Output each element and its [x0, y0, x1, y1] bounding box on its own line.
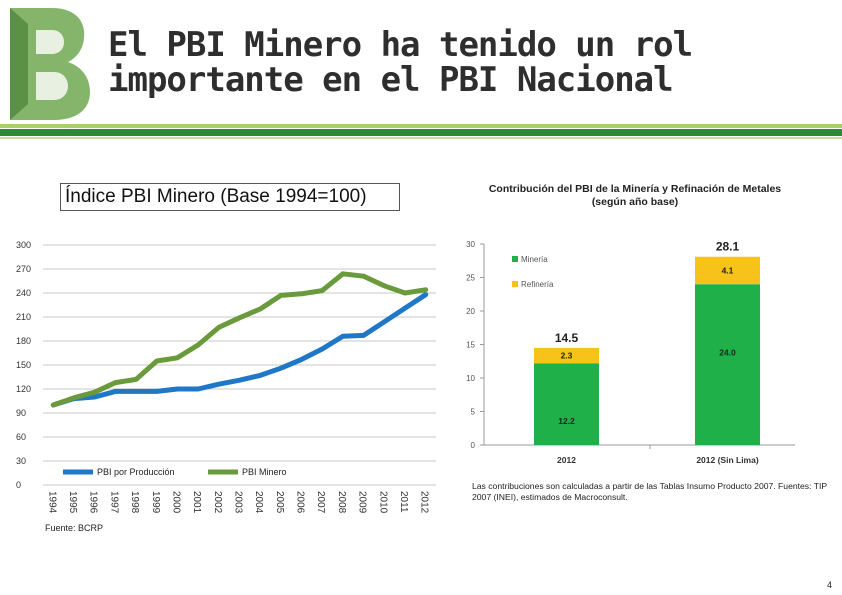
y-tick-label: 30	[16, 456, 26, 466]
x-category-label: 2012 (Sin Lima)	[696, 455, 759, 465]
bar-total-label: 14.5	[555, 331, 579, 345]
page-number: 4	[827, 580, 833, 590]
y-tick-label: 300	[16, 240, 31, 250]
legend-label: Minería	[521, 255, 548, 264]
y-tick-label: 60	[16, 432, 26, 442]
y-tick-label: 20	[466, 307, 475, 316]
y-tick-label: 10	[466, 374, 475, 383]
x-tick-label: 2002	[212, 491, 223, 514]
page-title-line-2: importante en el PBI Nacional	[108, 60, 674, 100]
x-category-label: 2012	[557, 455, 576, 465]
y-tick-label: 25	[466, 274, 475, 283]
logo	[10, 8, 90, 120]
line-chart-title: Índice PBI Minero (Base 1994=100)	[60, 183, 400, 211]
bar-total-label: 28.1	[716, 240, 740, 254]
x-tick-label: 2006	[295, 491, 306, 514]
x-tick-label: 2012	[419, 491, 430, 514]
legend-label: PBI Minero	[242, 467, 287, 477]
bar-value-label: 12.2	[558, 416, 575, 426]
x-tick-label: 2007	[315, 491, 326, 514]
page-title-line-1: El PBI Minero ha tenido un rol	[108, 25, 693, 65]
series-line-produccion	[50, 292, 429, 408]
x-tick-label: 1998	[129, 491, 140, 514]
bar-segment-mineria	[695, 284, 760, 445]
y-tick-label: 150	[16, 360, 31, 370]
bar-chart: 0 5 10 15 20 25 30 12.2 2.3 14.5 2012 24.0 4.1 28.1 20…	[466, 240, 795, 465]
page-title: El PBI Minero ha tenido un rol important…	[108, 28, 728, 98]
legend-label: Refinería	[521, 280, 554, 289]
y-tick-label: 5	[471, 408, 476, 417]
source-note: Fuente: BCRP	[45, 523, 104, 533]
x-tick-label: 1996	[88, 491, 99, 514]
bar-value-label: 24.0	[719, 348, 736, 358]
legend-swatch	[512, 256, 518, 262]
y-tick-label: 270	[16, 264, 31, 274]
y-tick-label: 30	[466, 240, 475, 249]
x-tick-label: 2005	[274, 491, 285, 514]
x-tick-label: 1997	[108, 491, 119, 514]
x-tick-label: 2003	[233, 491, 244, 514]
x-tick-label: 2009	[357, 491, 368, 514]
bar-segment-mineria	[534, 363, 599, 445]
y-tick-label: 240	[16, 288, 31, 298]
y-tick-label: 90	[16, 408, 26, 418]
header-divider-dark	[0, 129, 842, 136]
x-tick-label: 2011	[398, 491, 409, 513]
bar-segment-refineria	[534, 347, 599, 364]
bar-segment-refineria	[695, 256, 760, 285]
y-tick-label: 15	[466, 341, 475, 350]
contribution-note: Las contribuciones son calculadas a part…	[472, 481, 827, 502]
header-divider-light	[0, 124, 842, 128]
bar-value-label: 2.3	[561, 351, 573, 361]
x-tick-label: 2004	[253, 491, 264, 514]
y-tick-label: 0	[471, 441, 476, 450]
y-tick-label: 210	[16, 312, 31, 322]
x-tick-label: 2010	[377, 491, 388, 514]
x-tick-label: 1994	[46, 491, 57, 514]
bar-chart-title: Contribución del PBI de la Minería y Ref…	[470, 183, 800, 209]
x-tick-label: 2001	[191, 491, 202, 514]
series-line-minero	[50, 271, 429, 408]
y-tick-label: 0	[16, 480, 21, 490]
header-divider-thin	[0, 137, 842, 139]
bar-chart-title-line-1: Contribución del PBI de la Minería y Ref…	[488, 183, 782, 195]
y-tick-label: 120	[16, 384, 31, 394]
x-tick-label: 2000	[170, 491, 181, 514]
x-tick-label: 1999	[150, 491, 161, 514]
bar-chart-title-line-2: (según año base)	[591, 196, 679, 208]
y-tick-label: 180	[16, 336, 31, 346]
x-tick-label: 1995	[67, 491, 78, 514]
bar-value-label: 4.1	[722, 265, 734, 275]
legend-label: PBI por Producción	[97, 467, 175, 477]
line-chart: 0 30 60 90 120 150 180 210 240 270 300 1994 1995 1996…	[16, 240, 436, 514]
legend-swatch	[512, 281, 518, 287]
x-tick-label: 2008	[336, 491, 347, 514]
